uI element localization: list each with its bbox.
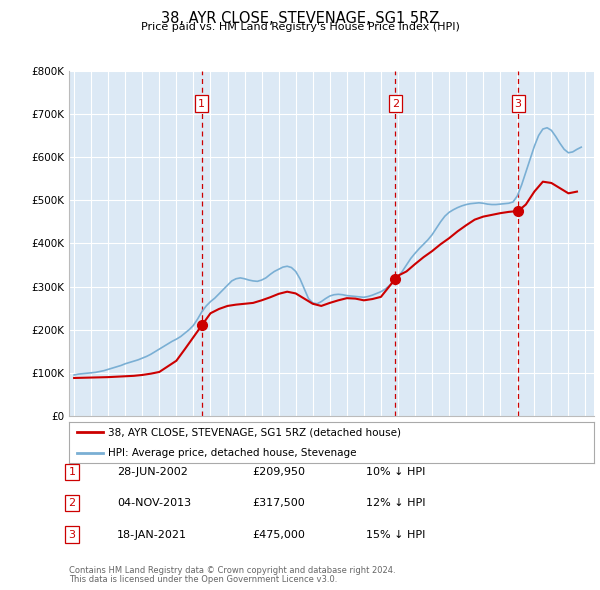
Text: 38, AYR CLOSE, STEVENAGE, SG1 5RZ: 38, AYR CLOSE, STEVENAGE, SG1 5RZ bbox=[161, 11, 439, 25]
Text: 3: 3 bbox=[515, 99, 521, 109]
Text: 2: 2 bbox=[68, 499, 76, 508]
Text: 28-JUN-2002: 28-JUN-2002 bbox=[117, 467, 188, 477]
Text: 10% ↓ HPI: 10% ↓ HPI bbox=[366, 467, 425, 477]
Text: £317,500: £317,500 bbox=[252, 499, 305, 508]
Text: 2: 2 bbox=[392, 99, 399, 109]
Text: 12% ↓ HPI: 12% ↓ HPI bbox=[366, 499, 425, 508]
Text: 1: 1 bbox=[198, 99, 205, 109]
Text: Price paid vs. HM Land Registry's House Price Index (HPI): Price paid vs. HM Land Registry's House … bbox=[140, 22, 460, 32]
Text: 3: 3 bbox=[68, 530, 76, 539]
Text: HPI: Average price, detached house, Stevenage: HPI: Average price, detached house, Stev… bbox=[109, 448, 357, 458]
Text: £209,950: £209,950 bbox=[252, 467, 305, 477]
Text: 18-JAN-2021: 18-JAN-2021 bbox=[117, 530, 187, 539]
Text: £475,000: £475,000 bbox=[252, 530, 305, 539]
Text: 04-NOV-2013: 04-NOV-2013 bbox=[117, 499, 191, 508]
Text: Contains HM Land Registry data © Crown copyright and database right 2024.: Contains HM Land Registry data © Crown c… bbox=[69, 566, 395, 575]
Text: 15% ↓ HPI: 15% ↓ HPI bbox=[366, 530, 425, 539]
Text: This data is licensed under the Open Government Licence v3.0.: This data is licensed under the Open Gov… bbox=[69, 575, 337, 584]
Text: 1: 1 bbox=[68, 467, 76, 477]
Text: 38, AYR CLOSE, STEVENAGE, SG1 5RZ (detached house): 38, AYR CLOSE, STEVENAGE, SG1 5RZ (detac… bbox=[109, 427, 401, 437]
